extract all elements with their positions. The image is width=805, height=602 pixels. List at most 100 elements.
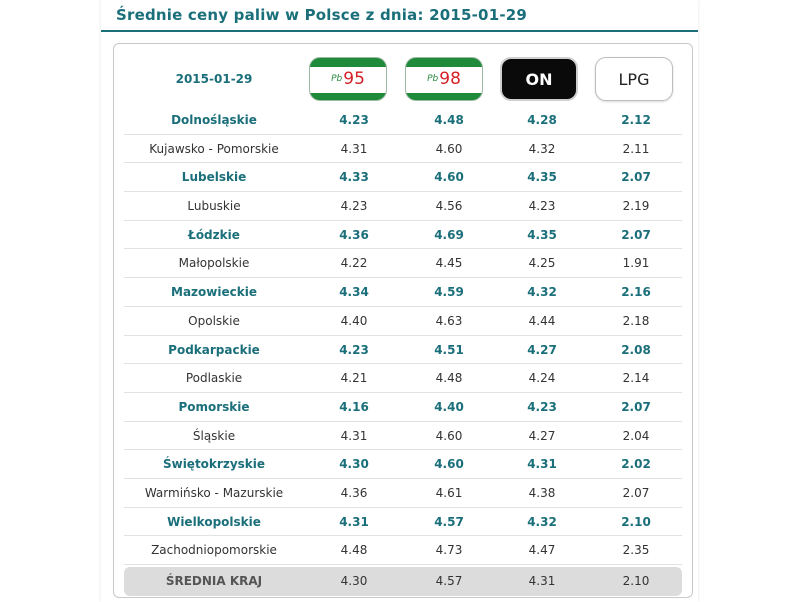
table-body: Dolnośląskie 4.23 4.48 4.28 2.12 Kujawsko - P…	[124, 106, 682, 596]
header-date: 2015-01-29	[175, 72, 253, 86]
price-pb98: 4.60	[435, 428, 463, 443]
price-pb98: 4.63	[435, 313, 463, 328]
region-name: Warmińsko - Mazurskie	[144, 485, 284, 500]
price-on: 4.38	[528, 485, 556, 500]
price-pb95: 4.23	[339, 113, 369, 127]
table-row: Zachodniopomorskie 4.48 4.73 4.47 2.35	[124, 536, 682, 565]
table-row: Mazowieckie 4.34 4.59 4.32 2.16	[124, 278, 682, 307]
price-lpg: 2.12	[621, 113, 651, 127]
region-name: Lubelskie	[181, 170, 247, 185]
price-pb95: 4.36	[339, 227, 369, 242]
price-pb95: 4.31	[340, 428, 368, 443]
average-on: 4.31	[528, 574, 556, 588]
price-pb98: 4.57	[434, 514, 464, 529]
fuel-prices-panel: Średnie ceny paliw w Polsce z dnia: 2015…	[101, 0, 698, 602]
table-row: Lubelskie 4.33 4.60 4.35 2.07	[124, 163, 682, 193]
table-row: Małopolskie 4.22 4.45 4.25 1.91	[124, 249, 682, 279]
price-on: 4.44	[528, 313, 556, 328]
price-on: 4.32	[527, 514, 557, 529]
region-name: Zachodniopomorskie	[151, 543, 277, 558]
price-pb98: 4.60	[435, 141, 463, 156]
region-name: Dolnośląskie	[171, 113, 257, 127]
price-pb95: 4.21	[340, 371, 368, 386]
region-name: Lubuskie	[187, 199, 241, 214]
price-pb98: 4.61	[435, 485, 463, 500]
region-name: Podlaskie	[185, 371, 243, 386]
price-pb95: 4.33	[339, 170, 369, 185]
average-pb98: 4.57	[435, 574, 463, 588]
price-lpg: 2.10	[621, 514, 651, 529]
price-pb95: 4.48	[340, 543, 368, 558]
price-lpg: 2.14	[622, 371, 650, 386]
region-name: Opolskie	[188, 313, 240, 328]
price-pb98: 4.48	[434, 113, 464, 127]
price-lpg: 2.07	[621, 170, 651, 185]
price-pb95: 4.23	[340, 199, 368, 214]
price-pb98: 4.40	[434, 399, 464, 414]
price-lpg: 2.02	[621, 457, 651, 472]
table-row: Podlaskie 4.21 4.48 4.24 2.14	[124, 364, 682, 393]
region-name: Kujawsko - Pomorskie	[149, 141, 279, 156]
price-lpg: 2.18	[622, 313, 650, 328]
price-lpg: 2.16	[621, 285, 651, 300]
price-pb95: 4.22	[340, 256, 368, 271]
price-lpg: 2.08	[621, 342, 651, 357]
price-on: 4.35	[527, 170, 557, 185]
average-pb95: 4.30	[340, 574, 368, 588]
price-on: 4.27	[528, 428, 556, 443]
price-on: 4.31	[527, 457, 557, 472]
region-name: Mazowieckie	[171, 285, 257, 300]
lpg-badge: LPG	[595, 57, 673, 101]
price-pb98: 4.45	[435, 256, 463, 271]
price-pb98: 4.48	[435, 371, 463, 386]
price-pb98: 4.51	[434, 342, 464, 357]
price-lpg: 2.11	[622, 141, 650, 156]
table-row: Śląskie 4.31 4.60 4.27 2.04	[124, 422, 682, 451]
price-pb98: 4.56	[435, 199, 463, 214]
table-row: Dolnośląskie 4.23 4.48 4.28 2.12	[124, 106, 682, 135]
price-lpg: 2.07	[621, 227, 651, 242]
table-row: Warmińsko - Mazurskie 4.36 4.61 4.38 2.07	[124, 479, 682, 508]
price-pb98: 4.73	[435, 543, 463, 558]
price-on: 4.24	[528, 371, 556, 386]
price-on: 4.32	[527, 285, 557, 300]
price-on: 4.23	[527, 399, 557, 414]
price-pb98: 4.60	[434, 170, 464, 185]
title-divider	[101, 30, 698, 32]
table-row: Wielkopolskie 4.31 4.57 4.32 2.10	[124, 508, 682, 537]
pb95-prefix: Pb	[331, 74, 343, 84]
price-on: 4.23	[528, 199, 556, 214]
page-title: Średnie ceny paliw w Polsce z dnia: 2015…	[116, 6, 528, 24]
region-name: Śląskie	[192, 428, 236, 443]
on-badge: ON	[500, 57, 578, 101]
pb98-label: 98	[439, 69, 461, 89]
table-row: Pomorskie 4.16 4.40 4.23 2.07	[124, 393, 682, 422]
region-name: Wielkopolskie	[167, 514, 261, 529]
price-pb95: 4.31	[340, 141, 368, 156]
region-name: Małopolskie	[178, 256, 250, 271]
region-name: Pomorskie	[178, 399, 250, 414]
price-on: 4.27	[527, 342, 557, 357]
lpg-label: LPG	[618, 69, 650, 89]
table-row: Lubuskie 4.23 4.56 4.23 2.19	[124, 192, 682, 221]
price-lpg: 2.19	[622, 199, 650, 214]
pb95-label: 95	[343, 69, 365, 89]
price-pb98: 4.59	[434, 285, 464, 300]
table-row: Opolskie 4.40 4.63 4.44 2.18	[124, 307, 682, 336]
price-pb95: 4.31	[339, 514, 369, 529]
price-lpg: 2.04	[622, 428, 650, 443]
on-label: ON	[525, 69, 553, 89]
price-pb95: 4.36	[340, 485, 368, 500]
average-row: ŚREDNIA KRAJ 4.30 4.57 4.31 2.10	[124, 567, 682, 596]
price-pb95: 4.23	[339, 342, 369, 357]
price-pb95: 4.30	[339, 457, 369, 472]
price-lpg: 2.35	[622, 543, 650, 558]
table-row: Świętokrzyskie 4.30 4.60 4.31 2.02	[124, 450, 682, 479]
average-lpg: 2.10	[622, 574, 650, 588]
price-on: 4.32	[528, 141, 556, 156]
price-pb98: 4.60	[434, 457, 464, 472]
price-on: 4.28	[527, 113, 557, 127]
region-name: Świętokrzyskie	[162, 457, 266, 472]
price-on: 4.35	[527, 227, 557, 242]
region-name: Łódzkie	[188, 227, 240, 242]
